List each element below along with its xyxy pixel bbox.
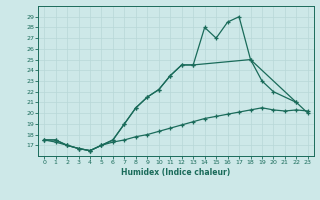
X-axis label: Humidex (Indice chaleur): Humidex (Indice chaleur) <box>121 168 231 177</box>
